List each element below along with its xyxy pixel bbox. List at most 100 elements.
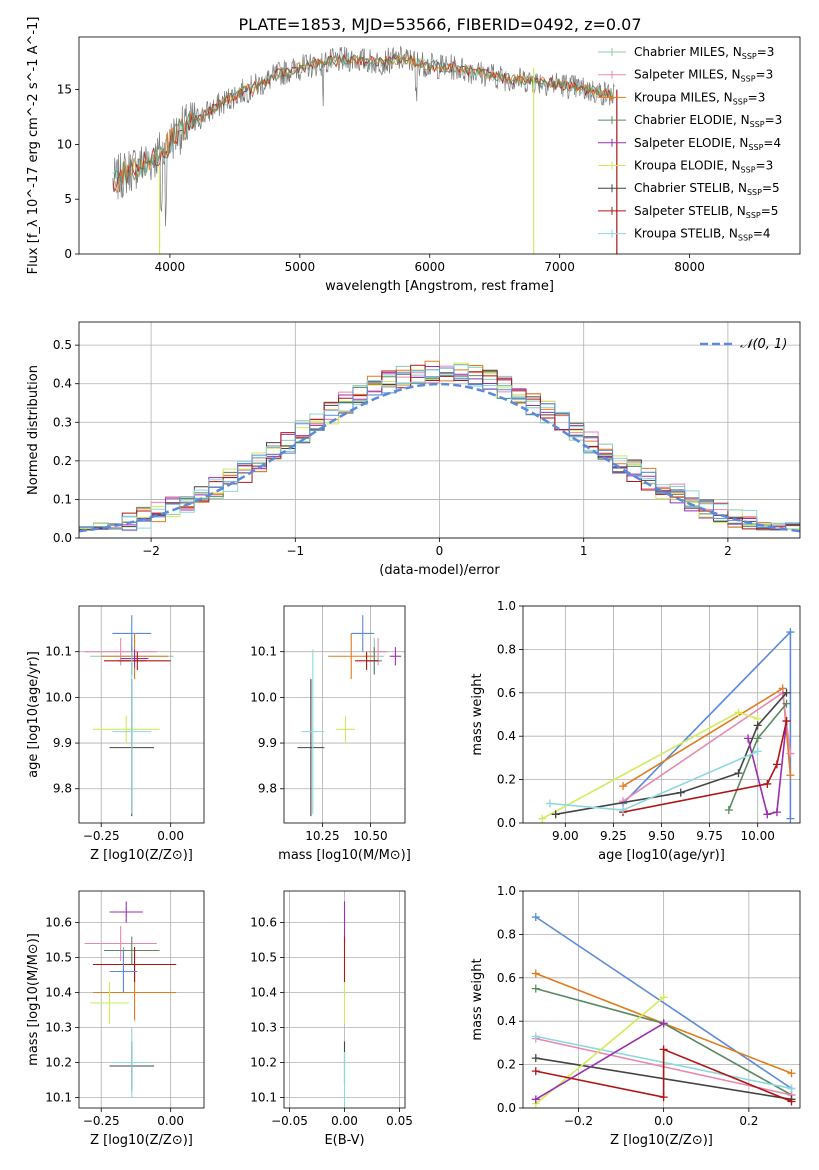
x-tick-label: 2 [724, 544, 732, 558]
weight-marker [744, 734, 753, 743]
weight-marker [659, 1045, 668, 1054]
y-tick-label: 0.3 [53, 415, 72, 429]
x-tick-label: 0 [436, 544, 444, 558]
axes-mass_vs_age: 10.25 10.50 9.8 9.9 10.0 10.1 mass [log10(M/M⊙… [250, 605, 411, 863]
y-tick-label: 10.5 [250, 951, 277, 965]
model-spectrum-chabrier-elodie [113, 54, 613, 185]
y-tick-label: 0.5 [53, 338, 72, 352]
errorbar-salpeter-stelib [92, 947, 177, 982]
weight-marker [531, 984, 540, 993]
x-tick-label: −0.25 [83, 1114, 120, 1128]
legend-label: Kroupa ELODIE, NSSP=3 [634, 159, 773, 175]
y-tick-label: 10.6 [45, 916, 72, 930]
errorbar-extra [109, 950, 138, 993]
x-tick-label: 5000 [285, 260, 316, 274]
y-axis-label: Normed distribution [26, 365, 41, 495]
y-tick-label: 10 [57, 137, 72, 151]
weight-marker [531, 1095, 540, 1104]
legend-label: Kroupa STELIB, NSSP=4 [634, 227, 771, 243]
y-tick-label: 10.5 [45, 951, 72, 965]
errorbar-salpeter-elodie [120, 649, 149, 668]
weight-marker [531, 969, 540, 978]
y-tick-label: 0.8 [497, 642, 516, 656]
errorbar-kroupa-miles [328, 633, 375, 680]
x-axis-label: (data-model)/error [379, 563, 500, 578]
y-tick-label: 10.3 [45, 1021, 72, 1035]
y-tick-label: 0.6 [497, 686, 516, 700]
y-tick-label: 10.2 [45, 1056, 72, 1070]
y-tick-label: 0.1 [53, 492, 72, 506]
legend-label: Salpeter STELIB, NSSP=5 [634, 204, 778, 220]
weight-line-kroupa-miles [622, 687, 792, 787]
weight-marker [786, 749, 795, 758]
weight-marker [782, 699, 791, 708]
y-tick-label: 0.2 [497, 773, 516, 787]
x-axis-label: E(B-V) [324, 1133, 364, 1148]
x-tick-label: 10.50 [353, 829, 387, 843]
weight-marker [545, 799, 554, 808]
axes-spectrum: 4000 5000 6000 7000 8000 0 5 10 15 wavelength [An… [26, 17, 801, 294]
x-axis-label: Z [log10(Z/Z⊙)] [90, 848, 193, 863]
x-tick-label: −0.2 [564, 1114, 593, 1128]
x-tick-label: 0.00 [331, 1114, 358, 1128]
x-tick-label: −0.25 [83, 829, 120, 843]
x-tick-label: −2 [142, 544, 160, 558]
plot-area [84, 901, 177, 1098]
weight-marker [763, 779, 772, 788]
y-tick-label: 10.1 [250, 1091, 277, 1105]
y-tick-label: 10.0 [45, 690, 72, 704]
errorbar-salpeter-miles [84, 926, 157, 961]
axes-residuals: −2 −1 0 1 2 0.0 0.1 0.2 0.3 0.4 0.5 (data-model)/er… [26, 321, 801, 578]
observed-spectrum [112, 45, 615, 227]
weight-marker [734, 708, 743, 717]
y-tick-label: 10.0 [250, 690, 277, 704]
weight-marker [782, 688, 791, 697]
x-tick-label: 1 [580, 544, 588, 558]
weight-marker [619, 797, 628, 806]
x-tick-label: 7000 [544, 260, 575, 274]
y-tick-label: 9.9 [258, 736, 277, 750]
y-tick-label: 0.4 [497, 1014, 516, 1028]
normal-curve [79, 382, 800, 533]
errorbar-kroupa-stelib [301, 649, 325, 814]
errorbar-salpeter-elodie [389, 647, 402, 666]
y-axis-label: mass weight [470, 673, 485, 755]
errorbar-salpeter-stelib [355, 651, 379, 670]
y-tick-label: 0.0 [497, 816, 516, 830]
legend-label: Chabrier ELODIE, NSSP=3 [634, 113, 782, 129]
legend-label: Chabrier MILES, NSSP=3 [634, 45, 774, 61]
weight-marker [753, 734, 762, 743]
weight-marker [763, 810, 772, 819]
y-tick-label: 0.4 [497, 729, 516, 743]
y-tick-label: 15 [57, 83, 72, 97]
errorbar-chabrier-stelib [297, 679, 325, 817]
legend-label: Salpeter ELODIE, NSSP=4 [634, 136, 781, 152]
weight-marker [531, 1067, 540, 1076]
plot-area [538, 628, 795, 823]
weight-marker [659, 993, 668, 1002]
errorbar-chabrier-elodie [104, 936, 160, 965]
errorbar-salpeter-elodie [109, 901, 143, 923]
weight-marker [724, 805, 733, 814]
weight-line-salpeter-stelib [622, 720, 788, 813]
y-axis-label: mass [log10(M/M⊙)] [26, 933, 41, 1066]
errorbar-kroupa-elodie [92, 715, 160, 744]
weight-marker [659, 1093, 668, 1102]
weight-marker [786, 814, 795, 823]
histogram-extra [79, 367, 800, 538]
weight-marker [782, 717, 791, 726]
y-tick-label: 0.2 [53, 454, 72, 468]
x-tick-label: −1 [286, 544, 304, 558]
weight-line-extra [535, 916, 792, 1090]
x-tick-label: 6000 [414, 260, 445, 274]
y-tick-label: 10.1 [45, 1091, 72, 1105]
legend-label: Chabrier STELIB, NSSP=5 [634, 181, 780, 197]
x-tick-label: −0.05 [271, 1114, 308, 1128]
legend-label: Salpeter MILES, NSSP=3 [634, 68, 773, 84]
model-spectrum-kroupa-stelib [112, 52, 614, 189]
weight-marker [538, 814, 547, 823]
weight-marker [787, 1069, 796, 1078]
x-tick-label: 9.25 [600, 829, 627, 843]
x-axis-label: wavelength [Angstrom, rest frame] [325, 279, 554, 294]
